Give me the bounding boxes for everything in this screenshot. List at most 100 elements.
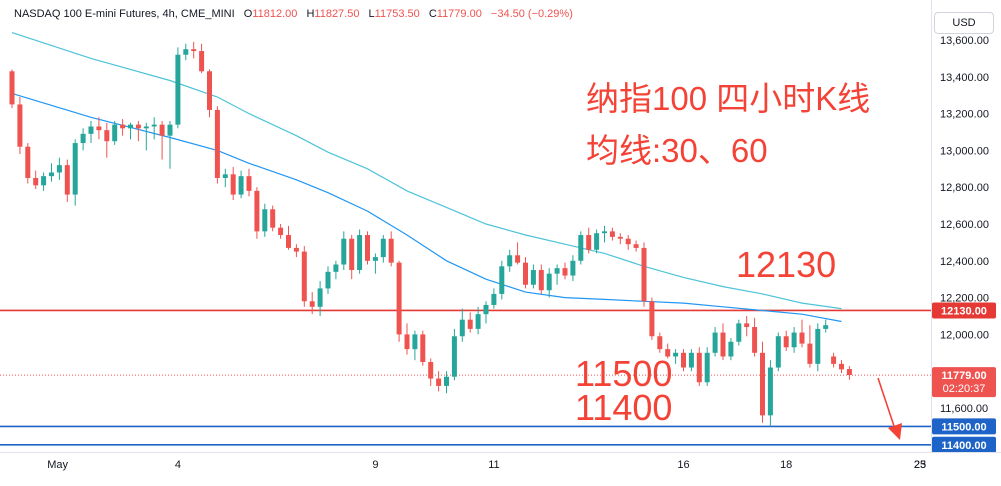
candle-body xyxy=(88,126,94,134)
candle-body xyxy=(25,146,31,178)
candle-body xyxy=(696,352,702,383)
candle-body xyxy=(9,71,15,105)
candle-body xyxy=(586,235,592,250)
y-tick-label[interactable]: 12,800.00 xyxy=(940,182,989,194)
candle-body xyxy=(238,176,244,195)
y-tick-label[interactable]: 11,600.00 xyxy=(940,403,988,415)
x-tick-label: May xyxy=(47,459,68,471)
candle-body xyxy=(617,236,623,239)
candle-body xyxy=(293,247,299,252)
candle-body xyxy=(175,54,181,125)
resistance-price-label-bg xyxy=(932,302,996,319)
candle-body xyxy=(451,336,457,377)
candle-body xyxy=(562,268,568,276)
high-label: H xyxy=(306,8,315,20)
y-tick-label[interactable]: 13,000.00 xyxy=(940,145,989,157)
ma-slow-line xyxy=(11,32,842,310)
candle-body xyxy=(815,328,821,364)
candle-body xyxy=(72,143,78,195)
x-tick-label: 25 xyxy=(914,459,926,471)
candle-body xyxy=(214,109,220,178)
candle-body xyxy=(839,363,844,370)
candle-body xyxy=(412,334,418,350)
x-tick-label: 11 xyxy=(488,459,499,471)
candle-body xyxy=(128,124,133,129)
annotation-level-11500: 11500 xyxy=(575,353,672,394)
candle-body xyxy=(207,71,212,110)
candle-body xyxy=(704,352,710,383)
candle-body xyxy=(570,260,576,276)
candle-body xyxy=(688,352,694,368)
candle-body xyxy=(649,301,655,337)
symbol-title[interactable]: NASDAQ 100 E-mini Futures, 4h, CME_MINI xyxy=(14,8,235,20)
candle-body xyxy=(420,334,426,362)
candle-body xyxy=(515,255,521,263)
x-tick-label: 16 xyxy=(677,459,689,471)
candle-body xyxy=(807,343,813,364)
candle-body xyxy=(41,176,47,186)
x-tick-label: 9 xyxy=(372,459,378,471)
candle-body xyxy=(799,332,805,344)
candle-body xyxy=(459,319,465,337)
y-tick-label[interactable]: 12,400.00 xyxy=(940,256,989,268)
currency-button[interactable]: USD xyxy=(934,12,994,34)
candle-body xyxy=(254,190,260,232)
close-label: C xyxy=(428,8,437,20)
y-tick-label[interactable]: 13,400.00 xyxy=(940,72,989,84)
candle-body xyxy=(317,288,323,307)
candle-body xyxy=(444,376,449,386)
legend-header: NASDAQ 100 E-mini Futures, 4h, CME_MINI … xyxy=(14,8,573,20)
candle-body xyxy=(183,49,189,55)
x-tick-label: 18 xyxy=(780,459,792,471)
candle-body xyxy=(578,235,584,261)
candle-body xyxy=(609,231,615,237)
candle-body xyxy=(602,231,607,234)
ma-fast-line xyxy=(11,92,842,323)
candle-body xyxy=(673,352,679,357)
candle-body xyxy=(246,176,252,191)
candle-body xyxy=(17,104,23,147)
candle-body xyxy=(64,165,70,195)
annotation-ma-note: 均线:30、60 xyxy=(586,132,768,169)
candle-body xyxy=(641,247,647,302)
candle-body xyxy=(633,244,639,248)
candle-body xyxy=(728,341,734,357)
y-tick-label[interactable]: 12,200.00 xyxy=(940,293,989,305)
candle-body xyxy=(325,271,331,289)
candle-body xyxy=(546,273,552,291)
support2-price-label: 11400.00 xyxy=(941,440,986,452)
candle-body xyxy=(491,293,497,305)
candle-body xyxy=(775,336,781,368)
change-value: −34.50 (−0.29%) xyxy=(490,8,573,20)
y-tick-label[interactable]: 12,600.00 xyxy=(940,219,989,231)
candle-body xyxy=(736,323,742,342)
candle-body xyxy=(846,368,852,376)
candle-body xyxy=(167,124,173,136)
candle-body xyxy=(309,301,315,307)
candle-body xyxy=(199,51,205,72)
candle-body xyxy=(783,336,789,348)
low-value: 11753.50 xyxy=(374,8,420,20)
candle-body xyxy=(507,255,513,267)
candle-body xyxy=(404,334,410,350)
candle-body xyxy=(120,124,126,129)
y-tick-label[interactable]: 12,000.00 xyxy=(940,329,989,341)
candle-body xyxy=(483,304,489,315)
down-arrow-head xyxy=(888,423,902,440)
candle-body xyxy=(301,251,307,302)
current-price-bg xyxy=(932,367,996,398)
y-tick-label[interactable]: 13,200.00 xyxy=(940,109,989,121)
candle-body xyxy=(530,270,536,285)
candle-body xyxy=(831,356,837,364)
candle-body xyxy=(475,314,481,329)
x-tick-label: 23 xyxy=(914,459,926,471)
candle-body xyxy=(396,262,402,335)
y-tick-label[interactable]: 13,600.00 xyxy=(940,35,989,47)
candle-body xyxy=(744,323,750,328)
candle-body xyxy=(657,336,663,350)
candle-body xyxy=(365,235,370,261)
candle-body xyxy=(720,332,726,357)
candle-body xyxy=(388,238,394,263)
